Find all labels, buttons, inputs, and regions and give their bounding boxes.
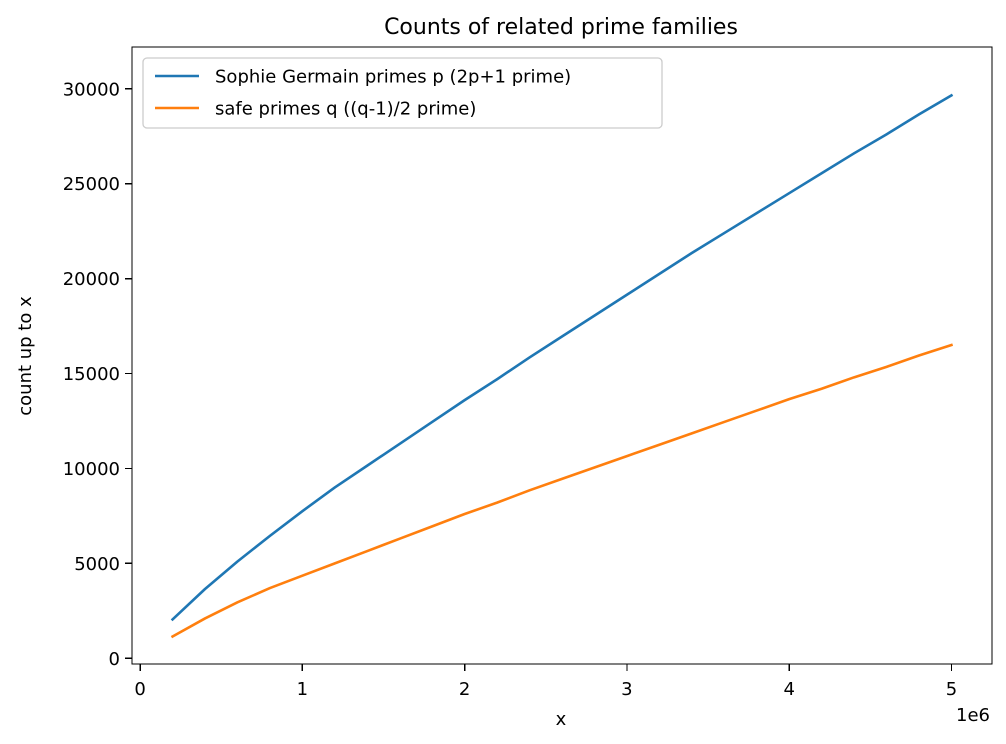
y-tick-label: 20000 [63, 269, 120, 290]
x-axis-label: x [556, 709, 567, 730]
y-tick-label: 30000 [63, 79, 120, 100]
x-tick-label: 0 [134, 679, 145, 700]
x-tick-label: 5 [946, 679, 957, 700]
x-tick-label: 2 [459, 679, 470, 700]
x-tick-label: 1 [297, 679, 308, 700]
series-layer [170, 93, 954, 639]
y-tick-label: 10000 [63, 459, 120, 480]
y-tick-label: 25000 [63, 174, 120, 195]
legend-label-1: safe primes q ((q-1)/2 prime) [215, 99, 476, 120]
axes-layer [131, 46, 993, 665]
legend-box [142, 57, 663, 129]
legend: Sophie Germain primes p (2p+1 prime) safe… [142, 57, 663, 129]
y-axis-ticks: 0 5000 10000 15000 20000 25000 30000 [63, 79, 132, 670]
chart-title: Counts of related prime families [384, 15, 738, 40]
x-axis-offset-label: 1e6 [956, 705, 990, 726]
y-tick-label: 0 [109, 649, 120, 670]
x-axis-ticks: 0 1 2 3 4 5 [134, 664, 957, 700]
series-line-0 [170, 93, 954, 622]
plot-frame [131, 46, 993, 665]
y-tick-label: 5000 [74, 554, 120, 575]
legend-label-0: Sophie Germain primes p (2p+1 prime) [215, 67, 571, 88]
y-axis-label: count up to x [15, 296, 36, 416]
x-tick-label: 4 [783, 679, 794, 700]
y-tick-label: 15000 [63, 364, 120, 385]
series-line-1 [170, 343, 954, 639]
x-tick-label: 3 [621, 679, 632, 700]
